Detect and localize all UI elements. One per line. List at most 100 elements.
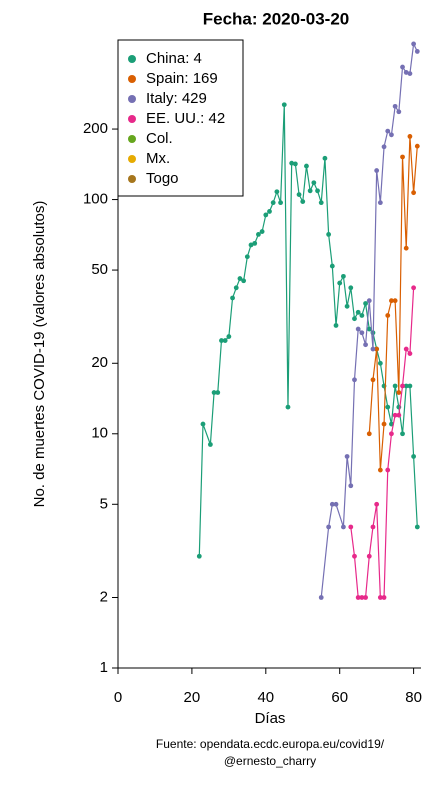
data-point [344, 303, 350, 309]
x-tick-label: 20 [184, 689, 201, 706]
data-point [270, 200, 276, 206]
legend-swatch [128, 95, 136, 103]
data-point [211, 390, 217, 395]
legend-swatch [128, 115, 136, 123]
data-point [318, 200, 324, 206]
data-point [377, 467, 383, 473]
data-point [381, 421, 387, 427]
data-point [326, 524, 332, 530]
legend-swatch [128, 55, 136, 63]
data-point [289, 160, 295, 166]
data-point [370, 346, 376, 352]
data-point [233, 285, 239, 291]
data-point [355, 309, 361, 315]
data-point [389, 298, 394, 304]
data-point [329, 501, 335, 507]
x-tick-label: 80 [405, 689, 422, 706]
data-point [392, 103, 398, 109]
data-point [407, 351, 413, 356]
data-point [281, 102, 287, 108]
data-point [322, 155, 328, 161]
data-point [396, 412, 402, 418]
data-point [363, 342, 368, 348]
data-point [352, 377, 357, 383]
data-point [241, 278, 247, 284]
data-point [278, 200, 283, 206]
y-tick-label: 10 [91, 425, 108, 442]
legend-label: Spain: 169 [146, 70, 218, 87]
data-point [407, 134, 413, 139]
caption: @ernesto_charry [224, 754, 316, 768]
legend-swatch [128, 135, 136, 143]
data-point [359, 313, 365, 318]
data-point [352, 316, 357, 322]
data-point [385, 404, 391, 410]
data-point [414, 49, 420, 54]
data-point [385, 313, 391, 318]
legend-label: China: 4 [146, 50, 202, 67]
data-point [411, 285, 417, 291]
data-point [359, 595, 365, 600]
data-point [355, 326, 361, 332]
data-point [244, 254, 250, 260]
data-point [396, 109, 402, 115]
y-tick-label: 20 [91, 354, 108, 371]
data-point [267, 209, 272, 214]
data-point [403, 383, 409, 389]
data-point [366, 431, 372, 437]
y-tick-label: 200 [83, 120, 108, 137]
data-point [392, 412, 398, 418]
data-point [363, 301, 368, 306]
data-point [377, 200, 383, 206]
data-point [389, 431, 394, 437]
data-point [226, 334, 232, 339]
data-point [341, 273, 346, 279]
data-point [374, 168, 380, 173]
data-point [237, 276, 243, 281]
data-point [304, 163, 309, 169]
data-point [248, 242, 254, 248]
data-point [207, 442, 213, 447]
data-point [392, 298, 398, 304]
chart-title: Fecha: 2020-03-20 [203, 9, 349, 28]
data-point [329, 263, 335, 269]
x-axis-label: Días [255, 710, 286, 727]
data-point [333, 323, 339, 328]
data-point [403, 346, 409, 352]
y-tick-label: 50 [91, 261, 108, 278]
legend-label: Col. [146, 130, 173, 147]
data-point [259, 229, 265, 234]
data-point [359, 330, 365, 336]
data-point [385, 467, 391, 473]
data-point [370, 377, 376, 383]
data-point [374, 501, 380, 507]
x-tick-label: 60 [331, 689, 348, 706]
data-point [196, 553, 202, 559]
data-point [318, 595, 324, 600]
legend-swatch [128, 175, 136, 183]
data-point [400, 431, 405, 437]
data-point [307, 188, 313, 194]
data-point [363, 595, 368, 600]
data-point [407, 71, 413, 76]
data-point [274, 189, 280, 195]
data-point [400, 64, 405, 70]
legend-swatch [128, 155, 136, 163]
data-point [348, 483, 354, 489]
data-point [403, 245, 409, 251]
data-point [311, 180, 317, 186]
legend-label: EE. UU.: 42 [146, 110, 225, 127]
legend-label: Italy: 429 [146, 90, 207, 107]
data-point [377, 595, 383, 600]
data-point [400, 154, 405, 160]
data-point [263, 212, 269, 218]
legend-swatch [128, 75, 136, 83]
data-point [370, 524, 376, 530]
data-point [285, 404, 291, 410]
data-point [366, 298, 372, 304]
y-tick-label: 1 [100, 659, 108, 676]
y-axis-label: No. de muertes COVID-19 (valores absolut… [31, 201, 48, 508]
data-point [300, 199, 306, 205]
data-point [381, 595, 387, 600]
data-point [366, 326, 372, 332]
